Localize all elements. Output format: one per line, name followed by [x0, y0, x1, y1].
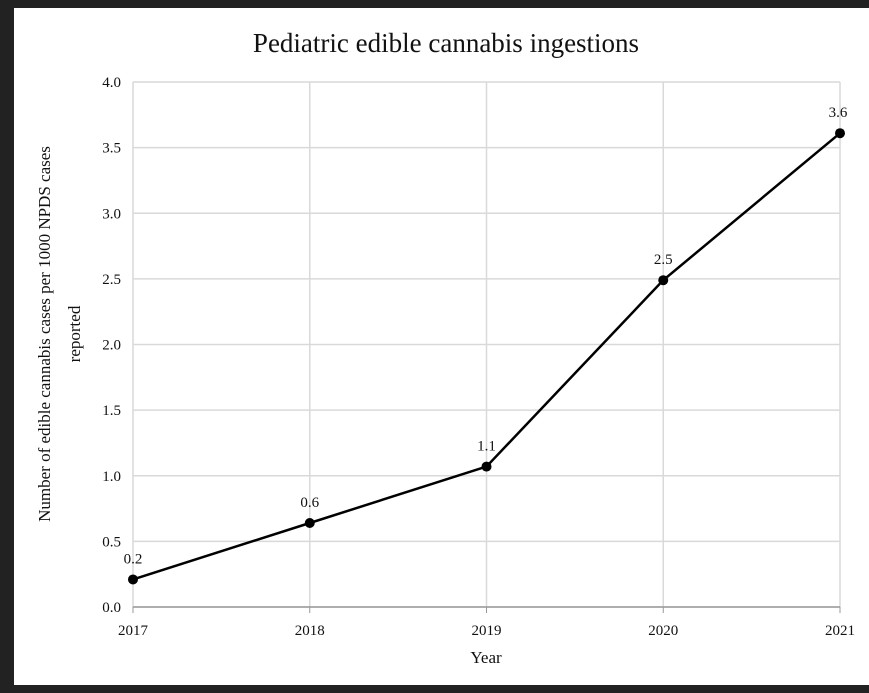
- x-tick-label: 2020: [648, 623, 678, 639]
- y-tick-label: 1.5: [102, 403, 121, 419]
- x-axis-label: Year: [470, 648, 502, 667]
- data-label: 3.6: [829, 105, 848, 121]
- x-tick-labels: 2017 2018 2019 2020 2021: [118, 623, 855, 639]
- data-label: 0.6: [300, 495, 319, 511]
- data-label: 0.2: [124, 551, 143, 567]
- x-tick-label: 2019: [472, 623, 502, 639]
- y-tick-label: 0.0: [102, 600, 121, 616]
- grid: [132, 81, 841, 613]
- data-point: [128, 574, 138, 585]
- y-tick-labels: 0.0 0.5 1.0 1.5 2.0 2.5 3.0 3.5 4.0: [102, 75, 121, 616]
- data-point: [835, 128, 845, 139]
- x-tick-label: 2017: [118, 623, 149, 639]
- series: [128, 128, 845, 585]
- data-label: 1.1: [477, 439, 496, 455]
- data-labels: 0.2 0.6 1.1 2.5 3.6: [124, 105, 848, 567]
- y-tick-label: 3.0: [102, 206, 121, 222]
- data-point: [658, 275, 669, 286]
- y-axis-label-line1: Number of edible cannabis cases per 1000…: [35, 146, 54, 522]
- chart-title: Pediatric edible cannabis ingestions: [253, 28, 639, 58]
- data-point: [481, 461, 492, 472]
- x-tick-label: 2021: [825, 623, 855, 639]
- y-tick-label: 0.5: [102, 534, 121, 550]
- y-tick-label: 2.5: [102, 272, 121, 288]
- data-point: [304, 518, 315, 528]
- data-label: 2.5: [654, 252, 673, 268]
- y-tick-label: 4.0: [102, 75, 121, 91]
- x-tick-label: 2018: [295, 623, 325, 639]
- y-tick-label: 1.0: [102, 469, 121, 485]
- y-tick-label: 2.0: [102, 338, 121, 354]
- y-axis-label-line2: reported: [65, 305, 84, 362]
- y-tick-label: 3.5: [102, 141, 121, 157]
